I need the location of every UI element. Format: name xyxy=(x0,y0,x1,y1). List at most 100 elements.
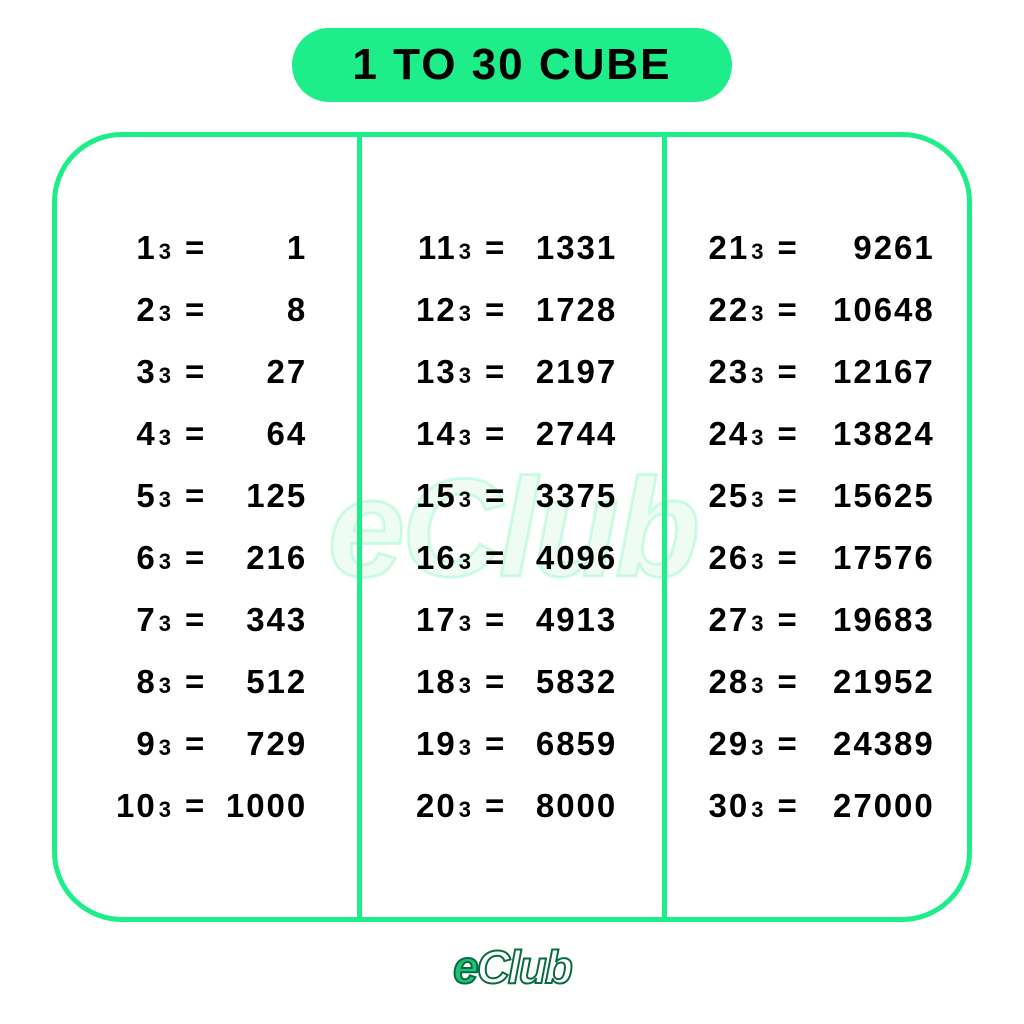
table-row: 143 =2744 xyxy=(407,415,618,453)
cube-table: eClub 13=123=833=2743=6453=12563=21673=3… xyxy=(52,132,972,922)
cube-value: 4913 xyxy=(512,601,617,639)
exponent: 3 xyxy=(459,301,473,327)
table-row: 23=8 xyxy=(107,291,308,329)
equals-sign: = xyxy=(777,477,798,515)
table-row: 133 =2197 xyxy=(407,353,618,391)
cube-base: 10 xyxy=(107,787,157,825)
cube-base: 15 xyxy=(407,477,457,515)
exponent: 3 xyxy=(751,363,765,389)
cube-base: 2 xyxy=(107,291,157,329)
cube-base: 25 xyxy=(699,477,749,515)
equals-sign: = xyxy=(185,601,206,639)
exponent: 3 xyxy=(459,549,473,575)
cube-value: 10648 xyxy=(805,291,935,329)
exponent: 3 xyxy=(159,797,173,823)
table-row: 33=27 xyxy=(107,353,308,391)
exponent: 3 xyxy=(459,363,473,389)
table-row: 73=343 xyxy=(107,601,308,639)
cube-value: 64 xyxy=(212,415,307,453)
exponent: 3 xyxy=(159,611,173,637)
exponent: 3 xyxy=(751,301,765,327)
equals-sign: = xyxy=(777,601,798,639)
table-row: 273=19683 xyxy=(699,601,935,639)
cube-value: 729 xyxy=(212,725,307,763)
equals-sign: = xyxy=(185,229,206,267)
equals-sign: = xyxy=(485,787,506,825)
table-row: 103=1000 xyxy=(107,787,308,825)
exponent: 3 xyxy=(159,301,173,327)
cube-base: 18 xyxy=(407,663,457,701)
exponent: 3 xyxy=(459,735,473,761)
cube-base: 3 xyxy=(107,353,157,391)
exponent: 3 xyxy=(459,239,473,265)
cube-value: 17576 xyxy=(805,539,935,577)
equals-sign: = xyxy=(777,353,798,391)
cube-base: 29 xyxy=(699,725,749,763)
cube-value: 8000 xyxy=(512,787,617,825)
cube-base: 16 xyxy=(407,539,457,577)
table-row: 13=1 xyxy=(107,229,308,267)
cube-value: 2744 xyxy=(512,415,617,453)
table-row: 43=64 xyxy=(107,415,308,453)
cube-value: 6859 xyxy=(512,725,617,763)
table-row: 123=1728 xyxy=(407,291,618,329)
table-row: 213=9261 xyxy=(699,229,935,267)
exponent: 3 xyxy=(751,549,765,575)
equals-sign: = xyxy=(485,725,506,763)
column-3: 213=9261223=10648233=12167243=13824253=1… xyxy=(662,137,967,917)
cube-value: 216 xyxy=(212,539,307,577)
table-row: 53=125 xyxy=(107,477,308,515)
cube-base: 22 xyxy=(699,291,749,329)
exponent: 3 xyxy=(159,673,173,699)
exponent: 3 xyxy=(459,797,473,823)
exponent: 3 xyxy=(459,611,473,637)
exponent: 3 xyxy=(751,797,765,823)
equals-sign: = xyxy=(485,415,506,453)
cube-value: 15625 xyxy=(805,477,935,515)
equals-sign: = xyxy=(185,291,206,329)
table-row: 253=15625 xyxy=(699,477,935,515)
equals-sign: = xyxy=(485,353,506,391)
exponent: 3 xyxy=(159,239,173,265)
equals-sign: = xyxy=(777,415,798,453)
equals-sign: = xyxy=(777,229,798,267)
cube-base: 19 xyxy=(407,725,457,763)
cube-value: 1000 xyxy=(212,787,307,825)
cube-value: 4096 xyxy=(512,539,617,577)
logo-part2: Club xyxy=(477,941,571,993)
exponent: 3 xyxy=(459,425,473,451)
cube-base: 5 xyxy=(107,477,157,515)
cube-base: 13 xyxy=(407,353,457,391)
cube-base: 12 xyxy=(407,291,457,329)
table-row: 193 =6859 xyxy=(407,725,618,763)
cube-value: 1 xyxy=(212,229,307,267)
cube-value: 343 xyxy=(212,601,307,639)
exponent: 3 xyxy=(159,487,173,513)
cube-value: 2197 xyxy=(512,353,617,391)
table-row: 153=3375 xyxy=(407,477,618,515)
cube-value: 9261 xyxy=(805,229,935,267)
cube-value: 5832 xyxy=(512,663,617,701)
table-row: 303=27000 xyxy=(699,787,935,825)
cube-base: 14 xyxy=(407,415,457,453)
cube-base: 20 xyxy=(407,787,457,825)
cube-base: 4 xyxy=(107,415,157,453)
equals-sign: = xyxy=(185,415,206,453)
cube-value: 12167 xyxy=(805,353,935,391)
cube-value: 1728 xyxy=(512,291,617,329)
table-row: 83=512 xyxy=(107,663,308,701)
table-row: 183=5832 xyxy=(407,663,618,701)
cube-value: 27 xyxy=(212,353,307,391)
cube-base: 21 xyxy=(699,229,749,267)
table-row: 293=24389 xyxy=(699,725,935,763)
exponent: 3 xyxy=(751,735,765,761)
exponent: 3 xyxy=(751,425,765,451)
cube-base: 27 xyxy=(699,601,749,639)
exponent: 3 xyxy=(459,487,473,513)
cube-value: 24389 xyxy=(805,725,935,763)
cube-value: 125 xyxy=(212,477,307,515)
cube-value: 512 xyxy=(212,663,307,701)
column-1: 13=123=833=2743=6453=12563=21673=34383=5… xyxy=(57,137,357,917)
cube-value: 13824 xyxy=(805,415,935,453)
cube-base: 9 xyxy=(107,725,157,763)
